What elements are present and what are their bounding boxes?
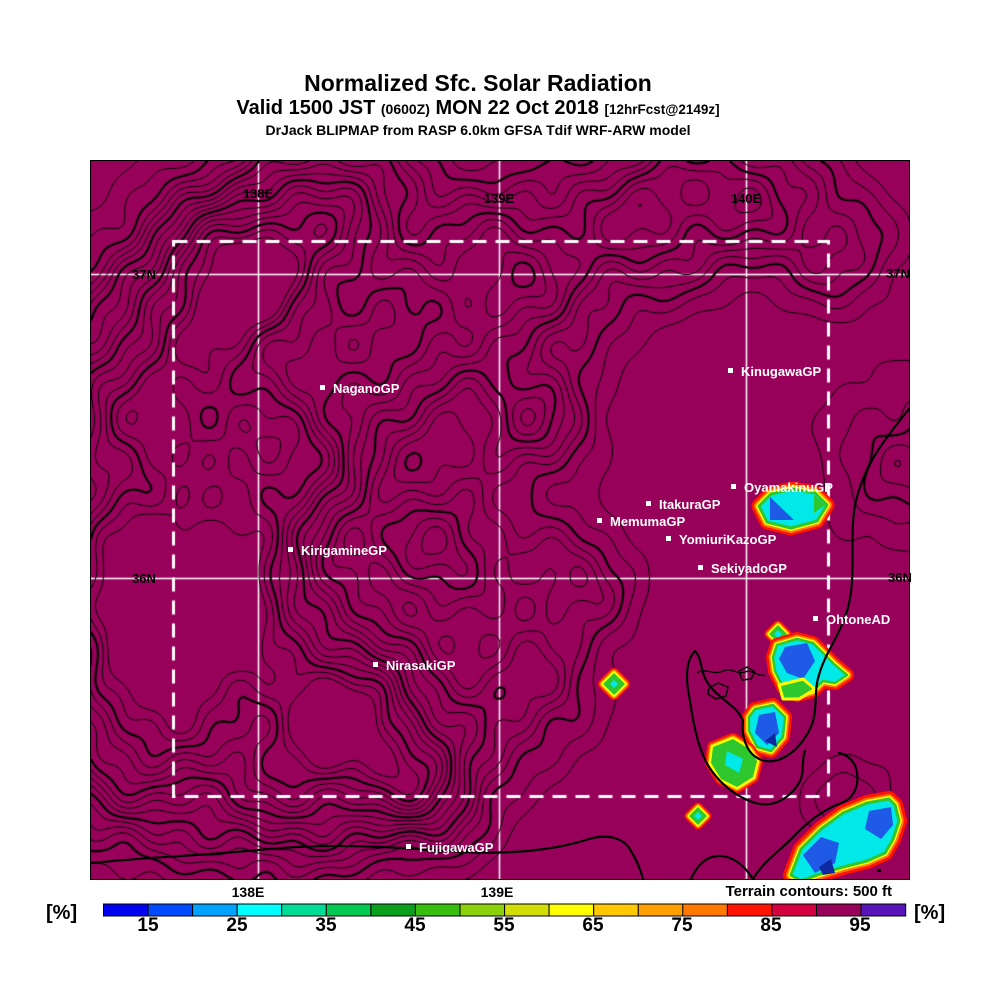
radiation-hotspot-green-south [705,733,763,793]
radiation-hotspot-cluster-wedge [777,677,817,701]
terrain-contour-note: Terrain contours: 500 ft [725,883,892,900]
radiation-hotspot-cluster-lower [742,698,792,758]
colorbar-scale [103,903,907,917]
map-overlay: NaganoGP KinugawaGP OyamakinuGP ItakuraG… [91,186,909,879]
island-oshima [877,869,881,872]
station-nagano-gp: NaganoGP [320,381,400,396]
station-marker [731,484,736,489]
station-kinugawa-gp: KinugawaGP [728,364,822,379]
model-line: DrJack BLIPMAP from RASP 6.0km GFSA Tdif… [265,122,691,138]
lat-label-37n-left: 37N [132,267,156,282]
station-label: NirasakiGP [386,658,456,673]
radiation-hotspot-diamond-small-2 [598,668,630,700]
coastline-tokyo-bay [685,649,807,806]
lon-label-140e-top: 140E [731,191,762,206]
lon-label-139e-top: 139E [484,191,515,206]
station-marker [666,536,671,541]
colorbar-tick: 85 [760,915,782,936]
colorbar-unit-left: [%] [46,902,78,924]
lon-label-139e-bottom: 139E [480,884,514,900]
valid-zulu: (0600Z) [380,101,430,117]
lon-label-138e-top: 138E [243,186,274,201]
blipmap-plot-area: NaganoGP KinugawaGP OyamakinuGP ItakuraG… [90,160,910,880]
plot-title: Normalized Sfc. Solar Radiation [304,70,652,96]
station-label: KinugawaGP [741,364,822,379]
colorbar-tick: 15 [137,915,159,936]
coastline-pacific-east [741,407,909,763]
station-sekiyado-gp: SekiyadoGP [698,561,787,576]
colorbar-tick: 95 [849,915,871,936]
station-marker [288,547,293,552]
station-marker [406,844,411,849]
station-marker [646,501,651,506]
lat-label-36n-right: 36N [888,570,912,585]
station-memuma-gp: MemumaGP [597,514,685,529]
coastline-sagami-suruga [91,835,645,879]
station-label: OhtoneAD [826,612,890,627]
station-marker [698,565,703,570]
valid-fcst: [12hrFcst@2149z] [604,102,720,117]
station-label: KirigamineGP [301,543,387,558]
station-label: FujigawaGP [419,840,494,855]
station-marker [597,518,602,523]
lake-kasumigaura [707,682,729,700]
station-marker [373,662,378,667]
colorbar-tick: 65 [582,915,604,936]
colorbar-tick: 55 [493,915,515,936]
valid-date: MON 22 Oct 2018 [435,97,599,119]
colorbar-unit-right: [%] [914,902,946,924]
valid-prefix: Valid 1500 JST [236,97,376,119]
radiation-hotspot-oyamakinu [751,481,835,536]
station-oyamakinu-gp: OyamakinuGP [731,480,833,495]
colorbar-segment [860,903,907,917]
station-label: SekiyadoGP [711,561,787,576]
station-marker [728,368,733,373]
lat-label-36n-left: 36N [132,571,156,586]
coastline-izu-east [689,854,755,879]
station-label: MemumaGP [610,514,685,529]
station-marker [813,616,818,621]
lat-label-37n-right: 37N [886,266,910,281]
colorbar-tick: 75 [671,915,693,936]
station-label: ItakuraGP [659,497,721,512]
radiation-hotspot-diamond-small-3 [684,802,712,830]
station-itakura-gp: ItakuraGP [646,497,721,512]
lake-small [738,666,756,681]
station-nirasaki-gp: NirasakiGP [373,658,456,673]
station-label: YomiuriKazoGP [679,532,777,547]
colorbar [103,903,907,923]
station-marker [320,385,325,390]
station-kirigamine-gp: KirigamineGP [288,543,387,558]
plot-header: Normalized Sfc. Solar Radiation Valid 15… [0,70,956,139]
colorbar-tick: 45 [404,915,426,936]
valid-time-line: Valid 1500 JST (0600Z) MON 22 Oct 2018 [… [0,96,956,122]
station-ohtone-ad: OhtoneAD [813,612,890,627]
station-label: NaganoGP [333,381,400,396]
station-yomiurikazo-gp: YomiuriKazoGP [666,532,777,547]
colorbar-tick: 25 [226,915,248,936]
lon-label-138e-bottom: 138E [231,884,265,900]
station-label: OyamakinuGP [744,480,833,495]
station-fujigawa-gp: FujigawaGP [406,840,494,855]
coastline-boso-south [751,751,859,879]
radiation-hotspot-southeast [783,791,907,879]
colorbar-tick: 35 [315,915,337,936]
